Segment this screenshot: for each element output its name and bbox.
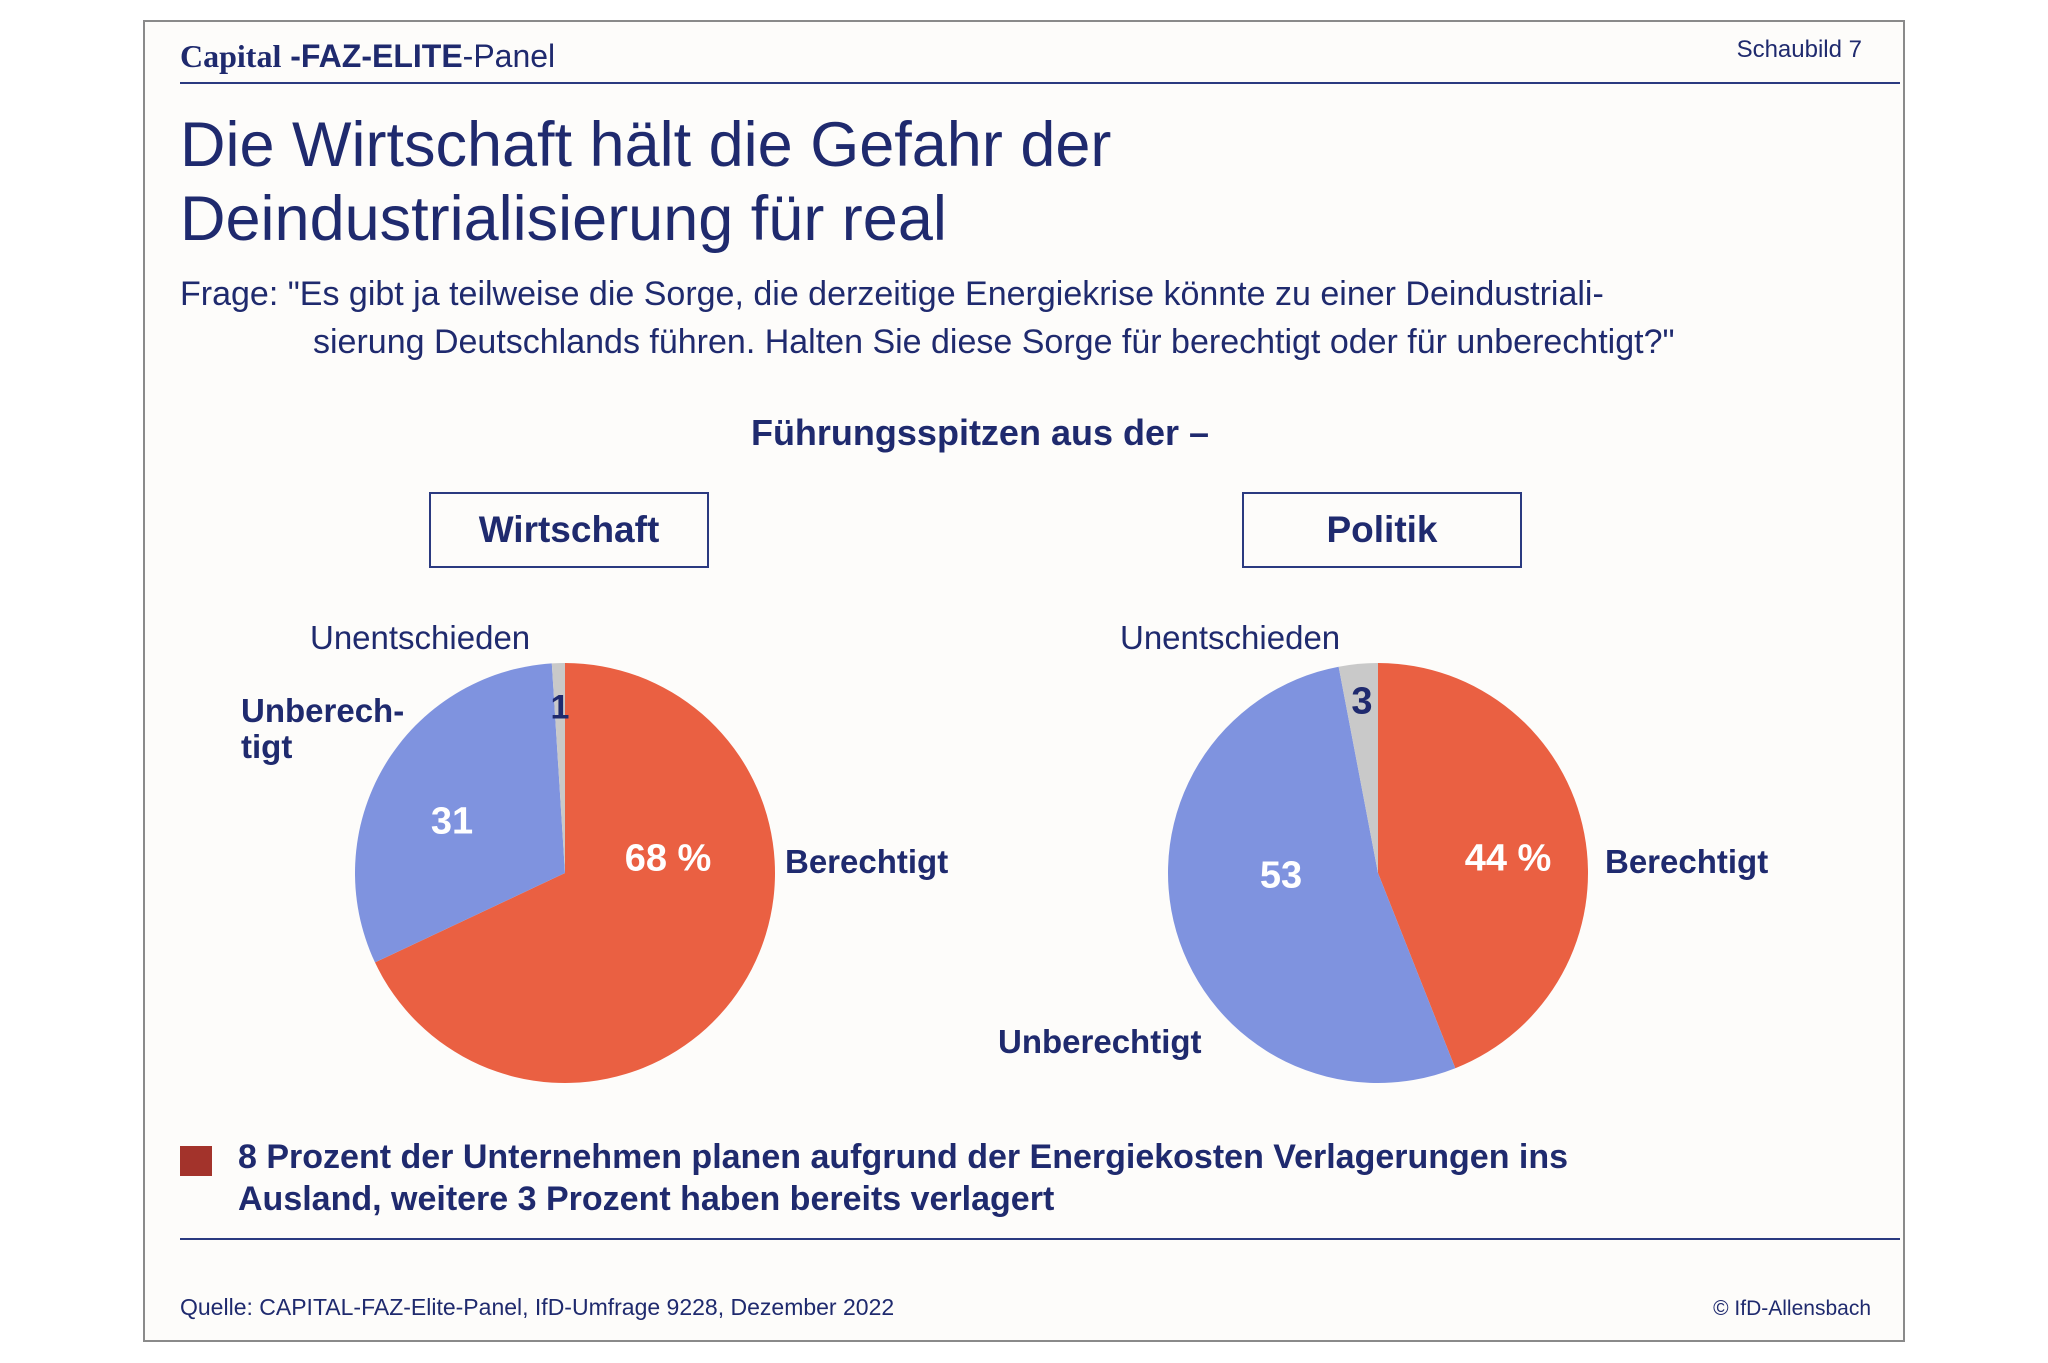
- group-box-wirtschaft: Wirtschaft: [429, 492, 709, 568]
- copyright-note: © IfD-Allensbach: [1713, 1297, 1871, 1320]
- panel-logo: Capital -FAZ-ELITE-Panel: [180, 38, 555, 75]
- group-box-politik: Politik: [1242, 492, 1522, 568]
- chart-number: Schaubild 7: [1736, 36, 1862, 63]
- source-note: Quelle: CAPITAL-FAZ-Elite-Panel, IfD-Umf…: [180, 1294, 895, 1320]
- value-unberechtigt-wirtschaft: 31: [430, 800, 474, 843]
- label-unentschieden-politik: Unentschieden: [1120, 619, 1341, 656]
- pie-chart-politik: [1168, 663, 1588, 1083]
- note-square-icon: [180, 1146, 212, 1176]
- pie-slice-berechtigt-wirtschaft: [374, 663, 775, 1083]
- label-berechtigt-politik: Berechtigt: [1605, 843, 1769, 880]
- note-line-1: 8 Prozent der Unternehmen planen aufgrun…: [238, 1138, 1569, 1176]
- title-line-1: Die Wirtschaft hält die Gefahr der: [180, 110, 1112, 180]
- value-unentschieden-politik: 3: [1351, 680, 1373, 723]
- footer-divider: [180, 1238, 1900, 1240]
- logo-capital: Capital: [180, 38, 282, 74]
- chart-frame: [143, 20, 1905, 1342]
- pie-slice-unentschieden-wirtschaft: [551, 663, 565, 873]
- value-unberechtigt-politik: 53: [1259, 854, 1303, 897]
- pie-slice-berechtigt-politik: [1378, 663, 1588, 1069]
- value-unentschieden-wirtschaft: 1: [550, 688, 570, 727]
- pie-chart-wirtschaft: [354, 663, 775, 1083]
- logo-panel: -Panel: [462, 38, 556, 74]
- value-berechtigt-politik: 44 %: [1464, 837, 1552, 880]
- header-divider: [180, 82, 1900, 84]
- pie-slice-unberechtigt-politik: [1168, 666, 1456, 1083]
- question-label: Frage:: [180, 275, 288, 313]
- pie-slice-unberechtigt-wirtschaft: [354, 663, 565, 963]
- value-berechtigt-wirtschaft: 68 %: [624, 837, 712, 880]
- question-line-1: "Es gibt ja teilweise die Sorge, die der…: [287, 275, 1604, 313]
- note-line-2: Ausland, weitere 3 Prozent haben bereits…: [238, 1180, 1055, 1218]
- label-unentschieden-wirtschaft: Unentschieden: [310, 619, 531, 656]
- chart-title: Die Wirtschaft hält die Gefahr der Deind…: [180, 108, 1680, 256]
- label-unberechtigt-wirtschaft: Unberech- tigt: [241, 692, 405, 765]
- title-line-2: Deindustrialisierung für real: [180, 184, 947, 254]
- question-line-2: sierung Deutschlands führen. Halten Sie …: [313, 323, 1675, 361]
- pie-slice-unentschieden-politik: [1338, 663, 1378, 873]
- label-berechtigt-wirtschaft: Berechtigt: [785, 843, 949, 880]
- logo-faz-elite: -FAZ-ELITE: [290, 38, 463, 74]
- label-unberechtigt-politik: Unberechtigt: [998, 1023, 1202, 1060]
- note-text: 8 Prozent der Unternehmen planen aufgrun…: [238, 1136, 1838, 1220]
- chart-subheading: Führungsspitzen aus der –: [750, 412, 1210, 453]
- survey-question: Frage: "Es gibt ja teilweise die Sorge, …: [180, 270, 1900, 366]
